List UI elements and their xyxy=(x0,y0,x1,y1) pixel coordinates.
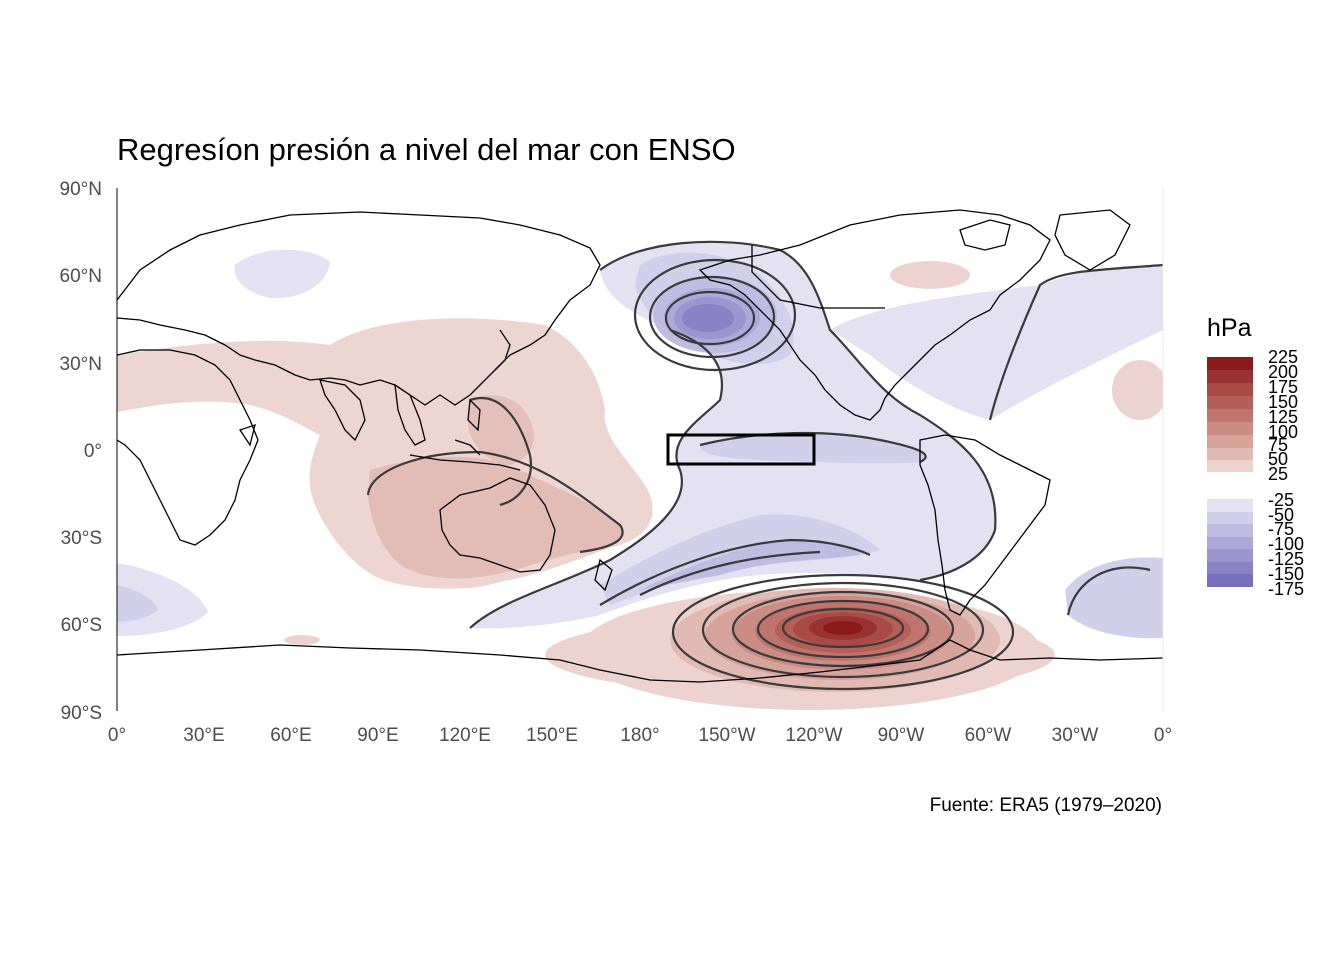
legend-label: 225 xyxy=(1268,347,1299,367)
x-tick-label: 30°W xyxy=(1052,725,1099,746)
legend-swatch xyxy=(1207,409,1253,422)
legend-label: 50 xyxy=(1268,449,1289,469)
legend-label: -175 xyxy=(1268,579,1305,599)
legend-swatch xyxy=(1207,435,1253,448)
legend-positive-colorbar xyxy=(1207,357,1253,472)
x-tick-label: 120°E xyxy=(439,725,491,746)
source-caption: Fuente: ERA5 (1979–2020) xyxy=(929,795,1162,816)
x-tick-label: 150°E xyxy=(526,725,578,746)
x-tick-label: 0° xyxy=(1154,725,1172,746)
x-tick-label: 180° xyxy=(620,725,659,746)
legend-swatch xyxy=(1207,448,1253,460)
legend-negative-colorbar xyxy=(1207,499,1253,587)
legend-title: hPa xyxy=(1207,314,1252,342)
legend-swatch xyxy=(1207,524,1253,537)
legend-swatch xyxy=(1207,512,1253,524)
y-tick-label: 60°S xyxy=(61,615,102,636)
legend-label: 125 xyxy=(1268,407,1299,427)
legend-label: 75 xyxy=(1268,435,1289,455)
y-tick-label: 90°N xyxy=(60,179,102,200)
map-content xyxy=(117,209,1163,710)
y-tick-label: 60°N xyxy=(60,266,102,287)
x-tick-label: 120°W xyxy=(785,725,842,746)
legend-swatch xyxy=(1207,357,1253,370)
legend-label: -50 xyxy=(1268,505,1295,525)
legend-label: -150 xyxy=(1268,564,1305,584)
x-tick-label: 60°E xyxy=(270,725,311,746)
y-tick-label: 90°S xyxy=(61,703,102,724)
x-tick-label: 150°W xyxy=(698,725,755,746)
x-tick-label: 90°W xyxy=(878,725,925,746)
x-tick-label: 60°W xyxy=(965,725,1012,746)
legend-swatch xyxy=(1207,537,1253,549)
y-tick-label: 30°N xyxy=(60,354,102,375)
legend-swatch xyxy=(1207,562,1253,574)
legend-swatch xyxy=(1207,422,1253,435)
y-tick-label: 0° xyxy=(84,441,102,462)
nino-region-box xyxy=(666,433,816,466)
y-tick-label: 30°S xyxy=(61,528,102,549)
legend-label: 100 xyxy=(1268,422,1299,442)
coastlines xyxy=(117,209,1163,683)
legend-swatch xyxy=(1207,574,1253,587)
x-tick-label: 90°E xyxy=(357,725,398,746)
contour-lines xyxy=(366,240,1163,691)
legend-swatch xyxy=(1207,549,1253,562)
legend-swatch xyxy=(1207,383,1253,396)
legend-swatch xyxy=(1207,499,1253,512)
x-tick-label: 30°E xyxy=(183,725,224,746)
legend-swatch xyxy=(1207,396,1253,409)
legend-swatch xyxy=(1207,460,1253,472)
x-tick-label: 0° xyxy=(108,725,126,746)
legend-label: -75 xyxy=(1268,519,1295,539)
legend-label: -100 xyxy=(1268,534,1305,554)
legend-label: 200 xyxy=(1268,362,1299,382)
negative-anomaly-shading xyxy=(117,241,1163,639)
page-title: Regresíon presión a nivel del mar con EN… xyxy=(117,132,736,167)
legend-swatch xyxy=(1207,370,1253,383)
legend-label: 25 xyxy=(1268,464,1289,484)
legend-label: -25 xyxy=(1268,490,1295,510)
legend-label: 175 xyxy=(1268,377,1299,397)
legend-label: 150 xyxy=(1268,392,1299,412)
legend-label: -125 xyxy=(1268,549,1305,569)
